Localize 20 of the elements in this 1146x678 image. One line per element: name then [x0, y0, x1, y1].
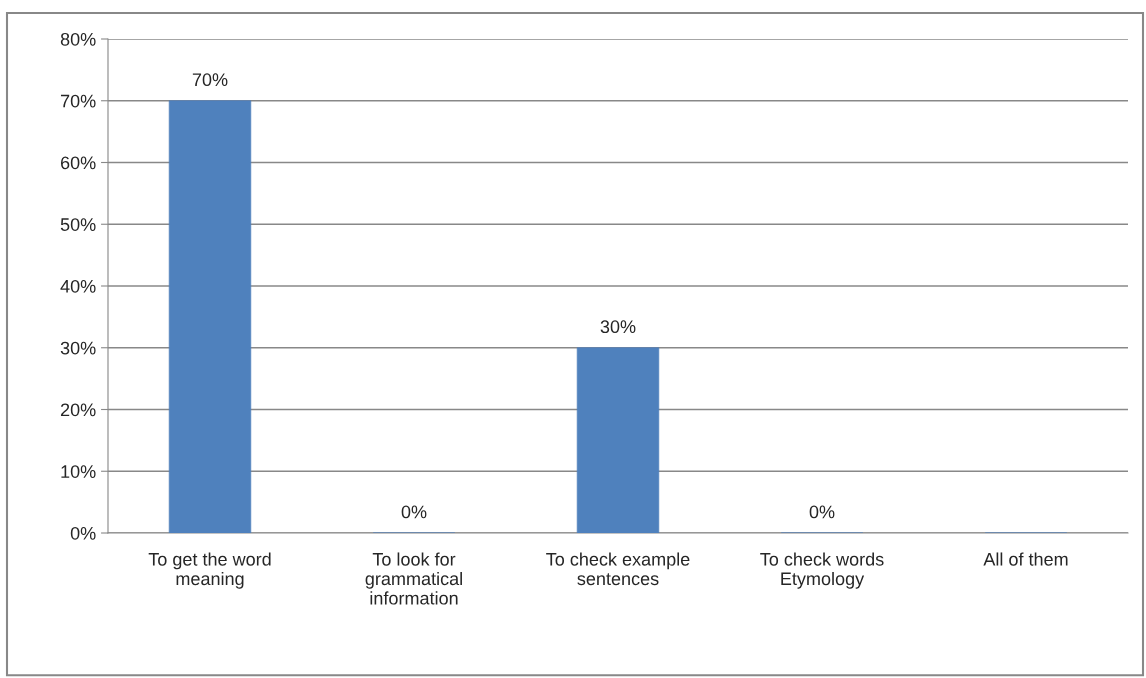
data-label: 0% [809, 505, 835, 519]
y-tick-label: 40% [60, 279, 96, 293]
y-tick-label: 30% [60, 341, 96, 355]
x-tick-label: To get the word meaning [148, 552, 271, 589]
y-tick-label: 70% [60, 94, 96, 108]
data-label: 0% [401, 505, 427, 519]
y-tick-label: 80% [60, 32, 96, 46]
data-label: 30% [600, 320, 636, 334]
y-tick-label: 0% [70, 526, 96, 540]
y-tick-label: 20% [60, 403, 96, 417]
x-tick-label: To look for grammatical information [365, 552, 462, 605]
x-tick-label: To check example sentences [546, 552, 690, 586]
x-tick-label: All of them [983, 552, 1068, 566]
bar [576, 347, 660, 533]
x-tick-label: To check words Etymology [760, 552, 884, 589]
y-tick-label: 60% [60, 156, 96, 170]
y-tick-label: 10% [61, 465, 96, 478]
y-tick-label: 50% [60, 218, 96, 231]
data-label: 70% [192, 73, 228, 87]
bar [168, 100, 252, 533]
